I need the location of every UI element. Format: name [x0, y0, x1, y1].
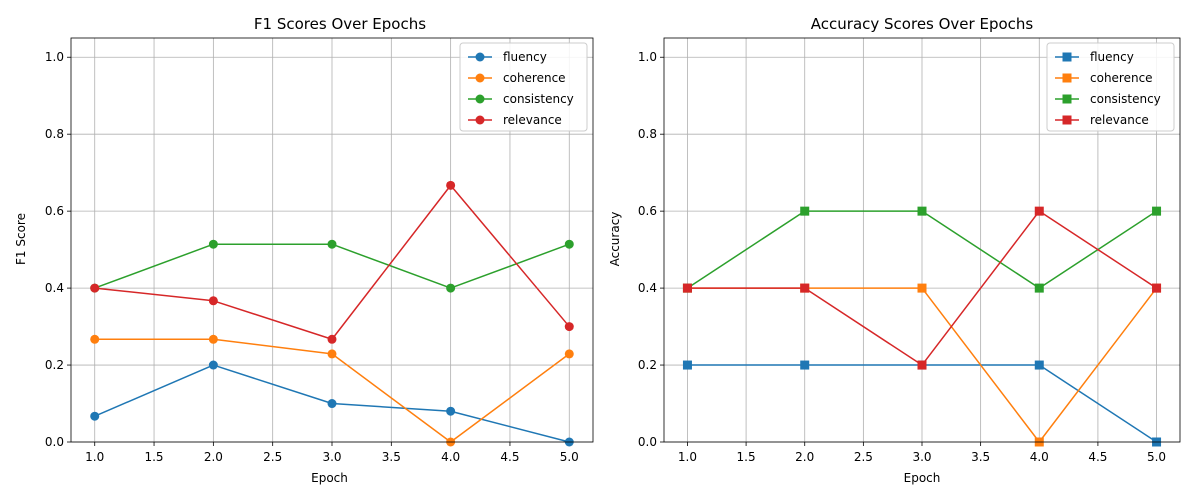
- data-point: [917, 283, 927, 293]
- data-point: [208, 296, 218, 306]
- x-tick-label: 5.0: [560, 450, 579, 464]
- ticks: 1.0 1.5 2.0 2.5 3.0 3.5 4.0 4.5 5.0 0.0 0.2 0.4 0.6 0…: [45, 50, 579, 464]
- y-tick-label: 0.8: [638, 127, 657, 141]
- legend-marker: [1062, 94, 1072, 104]
- data-point: [327, 334, 337, 344]
- data-point: [800, 283, 810, 293]
- y-tick-label: 1.0: [638, 50, 657, 64]
- x-tick-label: 3.0: [322, 450, 341, 464]
- data-point: [90, 411, 100, 421]
- data-point: [1034, 360, 1044, 370]
- data-point: [800, 206, 810, 216]
- x-tick-label: 1.5: [737, 450, 756, 464]
- data-point: [327, 349, 337, 359]
- series-group: [682, 206, 1162, 447]
- series-coherence: [90, 334, 574, 447]
- y-tick-label: 0.6: [638, 204, 657, 218]
- x-tick-label: 2.0: [795, 450, 814, 464]
- f1-chart: F1 Scores Over Epochs Epoch F1 Score 1.0…: [14, 15, 594, 485]
- x-tick-label: 4.5: [1088, 450, 1107, 464]
- x-tick-label: 5.0: [1147, 450, 1166, 464]
- data-point: [682, 360, 692, 370]
- y-tick-label: 0.0: [638, 435, 657, 449]
- legend-box: [1046, 42, 1175, 132]
- y-tick-label: 0.0: [45, 435, 64, 449]
- legend-box: [459, 42, 588, 132]
- legend-label: relevance: [503, 113, 562, 127]
- legend-label: relevance: [1090, 113, 1149, 127]
- series-consistency: [90, 239, 574, 293]
- legend-label: fluency: [1090, 50, 1134, 64]
- x-axis-label: Epoch: [904, 471, 941, 485]
- x-tick-label: 4.0: [441, 450, 460, 464]
- x-tick-label: 2.5: [263, 450, 282, 464]
- data-point: [917, 360, 927, 370]
- legend: fluency coherence consistency relevance: [459, 42, 588, 132]
- x-tick-label: 2.5: [854, 450, 873, 464]
- chart-title: Accuracy Scores Over Epochs: [811, 15, 1034, 33]
- data-point: [90, 334, 100, 344]
- x-tick-label: 1.0: [678, 450, 697, 464]
- x-tick-label: 3.0: [912, 450, 931, 464]
- legend-label: coherence: [1090, 71, 1153, 85]
- data-point: [327, 239, 337, 249]
- data-point: [208, 360, 218, 370]
- legend-label: fluency: [503, 50, 547, 64]
- data-point: [208, 334, 218, 344]
- legend-label: consistency: [503, 92, 574, 106]
- chart-title: F1 Scores Over Epochs: [254, 15, 426, 33]
- data-point: [917, 206, 927, 216]
- x-tick-label: 2.0: [204, 450, 223, 464]
- data-point: [446, 283, 456, 293]
- legend-marker: [1062, 115, 1072, 125]
- y-tick-label: 1.0: [45, 50, 64, 64]
- data-point: [1034, 206, 1044, 216]
- series-group: [90, 180, 574, 447]
- x-tick-label: 1.5: [144, 450, 163, 464]
- data-point: [208, 239, 218, 249]
- y-axis-label: F1 Score: [14, 213, 28, 265]
- data-point: [682, 283, 692, 293]
- data-point: [1152, 206, 1162, 216]
- legend-marker: [475, 94, 485, 104]
- legend-marker: [1062, 52, 1072, 62]
- y-tick-label: 0.4: [638, 281, 657, 295]
- x-tick-label: 3.5: [971, 450, 990, 464]
- legend-marker: [475, 115, 485, 125]
- x-tick-label: 1.0: [85, 450, 104, 464]
- series-relevance: [682, 206, 1162, 370]
- plot-frame: [70, 37, 594, 443]
- accuracy-chart: Accuracy Scores Over Epochs Epoch Accura…: [608, 15, 1181, 485]
- series-fluency: [90, 360, 574, 447]
- y-axis-label: Accuracy: [608, 212, 622, 267]
- data-point: [327, 399, 337, 409]
- series-relevance: [90, 180, 574, 344]
- data-point: [800, 360, 810, 370]
- y-tick-label: 0.2: [638, 358, 657, 372]
- legend-label: consistency: [1090, 92, 1161, 106]
- y-tick-label: 0.6: [45, 204, 64, 218]
- data-point: [446, 406, 456, 416]
- data-point: [1034, 283, 1044, 293]
- legend-marker: [475, 52, 485, 62]
- data-point: [90, 283, 100, 293]
- data-point: [564, 349, 574, 359]
- data-point: [564, 239, 574, 249]
- y-tick-label: 0.4: [45, 281, 64, 295]
- y-tick-label: 0.2: [45, 358, 64, 372]
- legend-label: coherence: [503, 71, 566, 85]
- data-point: [446, 180, 456, 190]
- legend-marker: [1062, 73, 1072, 83]
- data-point: [564, 322, 574, 332]
- x-axis-label: Epoch: [311, 471, 348, 485]
- legend-marker: [475, 73, 485, 83]
- x-tick-label: 4.0: [1030, 450, 1049, 464]
- y-tick-label: 0.8: [45, 127, 64, 141]
- x-tick-label: 4.5: [500, 450, 519, 464]
- x-tick-label: 3.5: [382, 450, 401, 464]
- plot-frame: [663, 37, 1181, 443]
- legend: fluency coherence consistency relevance: [1046, 42, 1175, 132]
- data-point: [1152, 283, 1162, 293]
